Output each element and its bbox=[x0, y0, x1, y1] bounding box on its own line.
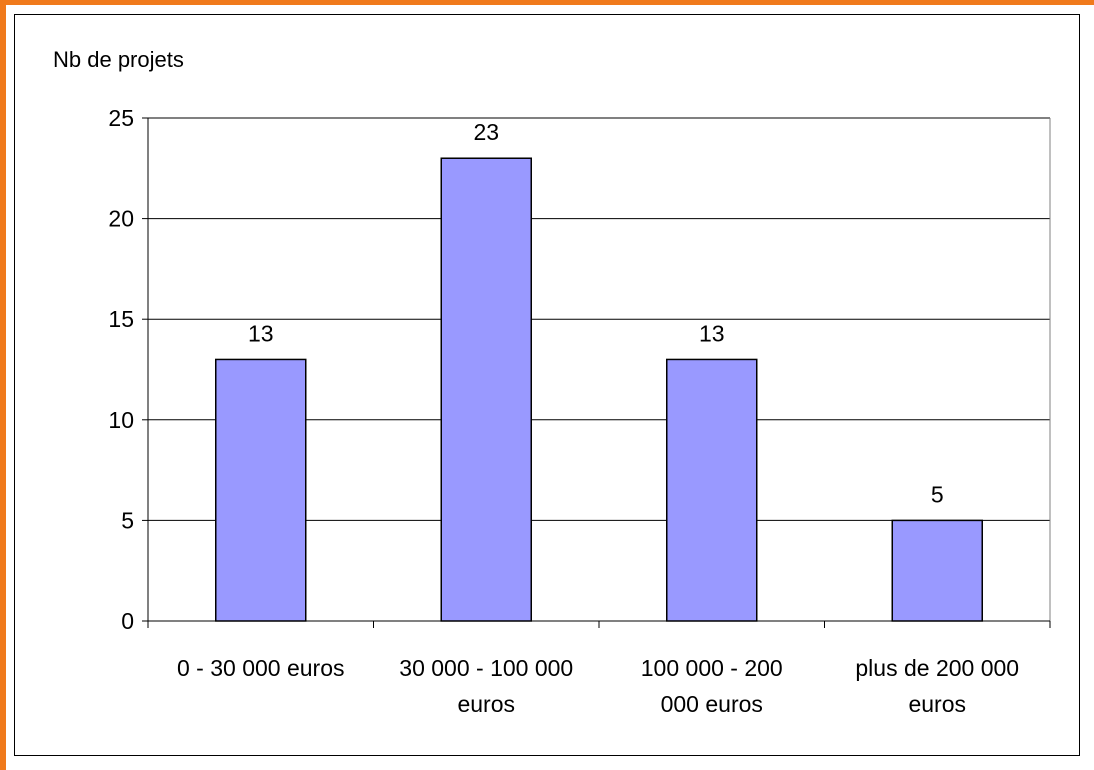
x-tick-label: 30 000 - 100 000 bbox=[399, 655, 573, 681]
data-label: 13 bbox=[248, 320, 274, 346]
x-tick-label: plus de 200 000 bbox=[855, 655, 1019, 681]
data-label: 23 bbox=[473, 119, 499, 145]
data-label: 5 bbox=[931, 481, 944, 507]
x-tick-label: 000 euros bbox=[661, 691, 763, 717]
x-tick-label: 0 - 30 000 euros bbox=[177, 655, 345, 681]
bars bbox=[215, 157, 983, 622]
chart-area bbox=[14, 14, 1080, 756]
y-axis-label: Nb de projets bbox=[53, 47, 184, 72]
frame-left-border bbox=[0, 0, 6, 770]
data-label: 13 bbox=[699, 320, 725, 346]
x-tick-label: 100 000 - 200 bbox=[641, 655, 783, 681]
bar bbox=[215, 358, 307, 622]
x-tick-labels: 0 - 30 000 euros 30 000 - 100 000 euros 100… bbox=[177, 655, 1019, 717]
x-tick-label: euros bbox=[908, 691, 966, 717]
y-tick-label: 0 bbox=[121, 608, 134, 634]
axes bbox=[142, 117, 1051, 628]
bar bbox=[891, 519, 983, 622]
bar bbox=[440, 157, 532, 622]
y-tick-label: 15 bbox=[108, 306, 134, 332]
x-tick-label: euros bbox=[457, 691, 515, 717]
frame-top-border bbox=[0, 0, 1094, 5]
y-tick-label: 20 bbox=[108, 206, 134, 232]
y-tick-label: 10 bbox=[108, 407, 134, 433]
data-labels: 13 23 13 5 bbox=[248, 119, 944, 507]
y-tick-label: 5 bbox=[121, 507, 134, 533]
y-tick-label: 25 bbox=[108, 105, 134, 131]
bar bbox=[666, 358, 758, 622]
y-tick-labels: 0 5 10 15 20 25 bbox=[108, 105, 134, 634]
